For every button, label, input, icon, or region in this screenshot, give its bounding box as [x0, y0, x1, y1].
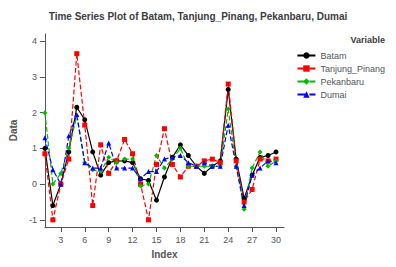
svg-text:Pekanbaru: Pekanbaru — [320, 77, 364, 87]
svg-text:6: 6 — [82, 235, 87, 245]
svg-text:Batam: Batam — [320, 51, 346, 61]
svg-text:18: 18 — [175, 235, 185, 245]
svg-text:3: 3 — [58, 235, 63, 245]
svg-text:-1: -1 — [29, 215, 37, 225]
svg-text:Data: Data — [8, 119, 19, 141]
svg-text:Time Series Plot of Batam, Tan: Time Series Plot of Batam, Tanjung_Pinan… — [49, 11, 348, 22]
svg-text:9: 9 — [106, 235, 111, 245]
svg-text:21: 21 — [199, 235, 209, 245]
svg-text:3: 3 — [32, 72, 37, 82]
svg-text:15: 15 — [151, 235, 161, 245]
svg-text:12: 12 — [128, 235, 138, 245]
svg-text:2: 2 — [32, 108, 37, 118]
svg-text:24: 24 — [223, 235, 233, 245]
svg-text:4: 4 — [32, 36, 37, 46]
svg-text:Variable: Variable — [350, 35, 385, 45]
svg-text:30: 30 — [271, 235, 281, 245]
svg-text:27: 27 — [247, 235, 257, 245]
svg-text:Dumai: Dumai — [320, 90, 346, 100]
svg-text:1: 1 — [32, 143, 37, 153]
svg-text:Tanjung_Pinang: Tanjung_Pinang — [320, 64, 385, 74]
svg-text:Index: Index — [151, 249, 178, 260]
svg-text:0: 0 — [32, 179, 37, 189]
